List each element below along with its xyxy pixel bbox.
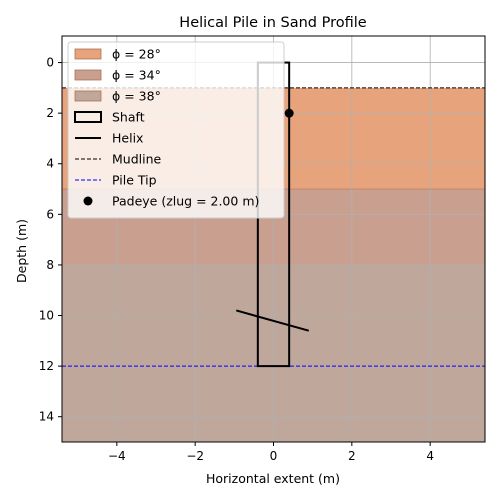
legend-label: ϕ = 28°: [112, 47, 161, 62]
y-tick-label: 4: [46, 157, 54, 171]
legend-swatch: [74, 69, 102, 81]
legend-swatch: [83, 196, 93, 206]
legend-label: Mudline: [112, 152, 162, 167]
legend-item: ϕ = 34°: [74, 68, 161, 83]
x-axis-label: Horizontal extent (m): [206, 471, 340, 486]
legend-label: Shaft: [112, 110, 145, 125]
y-axis-label: Depth (m): [14, 219, 29, 283]
legend-item: Mudline: [75, 152, 162, 167]
x-tick-label: −2: [186, 449, 204, 463]
legend-item: Shaft: [74, 110, 145, 125]
y-tick-label: 2: [46, 106, 54, 120]
x-tick-label: −4: [108, 449, 126, 463]
legend-swatch: [74, 48, 102, 60]
legend-item: ϕ = 28°: [74, 47, 161, 62]
legend-label: ϕ = 34°: [112, 68, 161, 83]
x-tick-label: 0: [270, 449, 278, 463]
y-tick-label: 14: [39, 410, 54, 424]
padeye-marker: [284, 108, 294, 118]
helix: [236, 309, 310, 332]
y-tick-label: 10: [39, 309, 54, 323]
y-tick-label: 12: [39, 359, 54, 373]
chart-title: Helical Pile in Sand Profile: [179, 15, 366, 31]
legend-box: [67, 41, 285, 219]
legend-item: Pile Tip: [75, 173, 157, 188]
plot-area: −4 −2 0 2 4 0 2 4 6 8 10 12 14 ϕ = 28° ϕ = 34° ϕ = 38° S…: [39, 35, 486, 463]
legend-label: ϕ = 38°: [112, 89, 161, 104]
legend: ϕ = 28° ϕ = 34° ϕ = 38° Shaft Helix Mudline Pi…: [67, 41, 285, 219]
legend-swatch: [74, 90, 102, 102]
x-tick-label: 2: [348, 449, 356, 463]
legend-item: Helix: [75, 131, 143, 146]
legend-label: Helix: [112, 131, 143, 146]
x-tick-label: 4: [426, 449, 434, 463]
legend-label: Padeye (zlug = 2.00 m): [112, 194, 259, 209]
legend-item: Padeye (zlug = 2.00 m): [83, 194, 259, 209]
y-tick-label: 8: [46, 258, 54, 272]
legend-swatch: [74, 111, 102, 123]
y-tick-label: 0: [46, 56, 54, 70]
legend-item: ϕ = 38°: [74, 89, 161, 104]
legend-label: Pile Tip: [112, 173, 157, 188]
y-tick-label: 6: [46, 207, 54, 221]
